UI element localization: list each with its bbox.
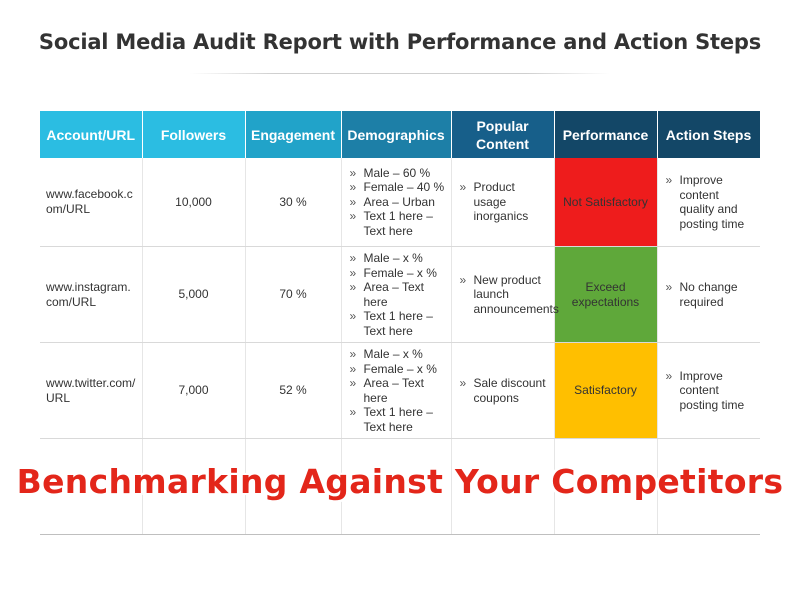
account-url: www.facebook.com/URL [40,158,143,247]
demographic-item: Text 1 here – Text here [348,405,445,434]
header-popular-content: Popular Content [451,111,555,158]
obscured-cell [40,438,143,535]
action-step-item: Improve content posting time [664,369,755,413]
demographics-cell: Male – x % Female – x % Area – Text here… [341,342,452,439]
popular-content-item: Sale discount coupons [458,376,548,405]
action-step-item: Improve content quality and posting time [664,173,755,231]
obscured-cell [341,438,452,535]
table-row: www.facebook.com/URL 10,000 30 % Male – … [40,158,760,247]
demographic-item: Male – x % [348,347,445,362]
demographic-item: Female – x % [348,362,445,377]
demographic-item: Male – 60 % [348,166,445,181]
demographic-item: Area – Urban [348,195,445,210]
popular-content-item: New product launch announcements [458,273,559,317]
table-row: www.twitter.com/URL 7,000 52 % Male – x … [40,342,760,439]
obscured-cell [245,438,342,535]
performance-badge: Not Satisfactory [554,158,658,247]
header-action-steps: Action Steps [657,111,761,158]
account-url: www.twitter.com/URL [40,342,143,439]
table-header-row: Account/URL Followers Engagement Demogra… [40,111,761,158]
popular-content-cell: New product launch announcements [451,246,559,343]
table-row: www.instagram.com/URL 5,000 70 % Male – … [40,246,760,343]
obscured-cell [554,438,658,535]
demographic-item: Area – Text here [348,376,445,405]
demographics-cell: Male – 60 % Female – 40 % Area – Urban T… [341,158,452,247]
popular-content-cell: Sale discount coupons [451,342,555,439]
header-account: Account/URL [40,111,143,158]
action-steps-cell: Improve content quality and posting time [657,158,760,247]
popular-content-cell: Product usage inorganics [451,158,555,247]
engagement-value: 52 % [245,342,342,439]
engagement-value: 30 % [245,158,342,247]
title-divider [190,73,610,74]
table-row-obscured [40,438,760,535]
header-demographics: Demographics [341,111,452,158]
action-steps-cell: Improve content posting time [657,342,760,439]
demographic-item: Female – 40 % [348,180,445,195]
overlay-caption: Benchmarking Against Your Competitors [16,462,784,501]
header-engagement: Engagement [245,111,342,158]
demographic-item: Text 1 here – Text here [348,309,445,338]
report-title: Social Media Audit Report with Performan… [38,30,762,54]
obscured-cell [657,438,760,535]
followers-value: 7,000 [142,342,246,439]
action-step-item: No change required [664,280,755,309]
header-followers: Followers [142,111,246,158]
followers-value: 5,000 [142,246,246,343]
obscured-cell [451,438,555,535]
account-url: www.instagram.com/URL [40,246,143,343]
demographic-item: Text 1 here – Text here [348,209,445,238]
followers-value: 10,000 [142,158,246,247]
engagement-value: 70 % [245,246,342,343]
demographic-item: Male – x % [348,251,445,266]
demographic-item: Female – x % [348,266,445,281]
demographics-cell: Male – x % Female – x % Area – Text here… [341,246,452,343]
popular-content-item: Product usage inorganics [458,180,548,224]
header-performance: Performance [554,111,658,158]
performance-badge: Exceed expectations [554,246,658,343]
obscured-cell [142,438,246,535]
demographic-item: Area – Text here [348,280,445,309]
audit-table: Account/URL Followers Engagement Demogra… [40,111,761,535]
action-steps-cell: No change required [657,246,760,343]
performance-badge: Satisfactory [554,342,658,439]
